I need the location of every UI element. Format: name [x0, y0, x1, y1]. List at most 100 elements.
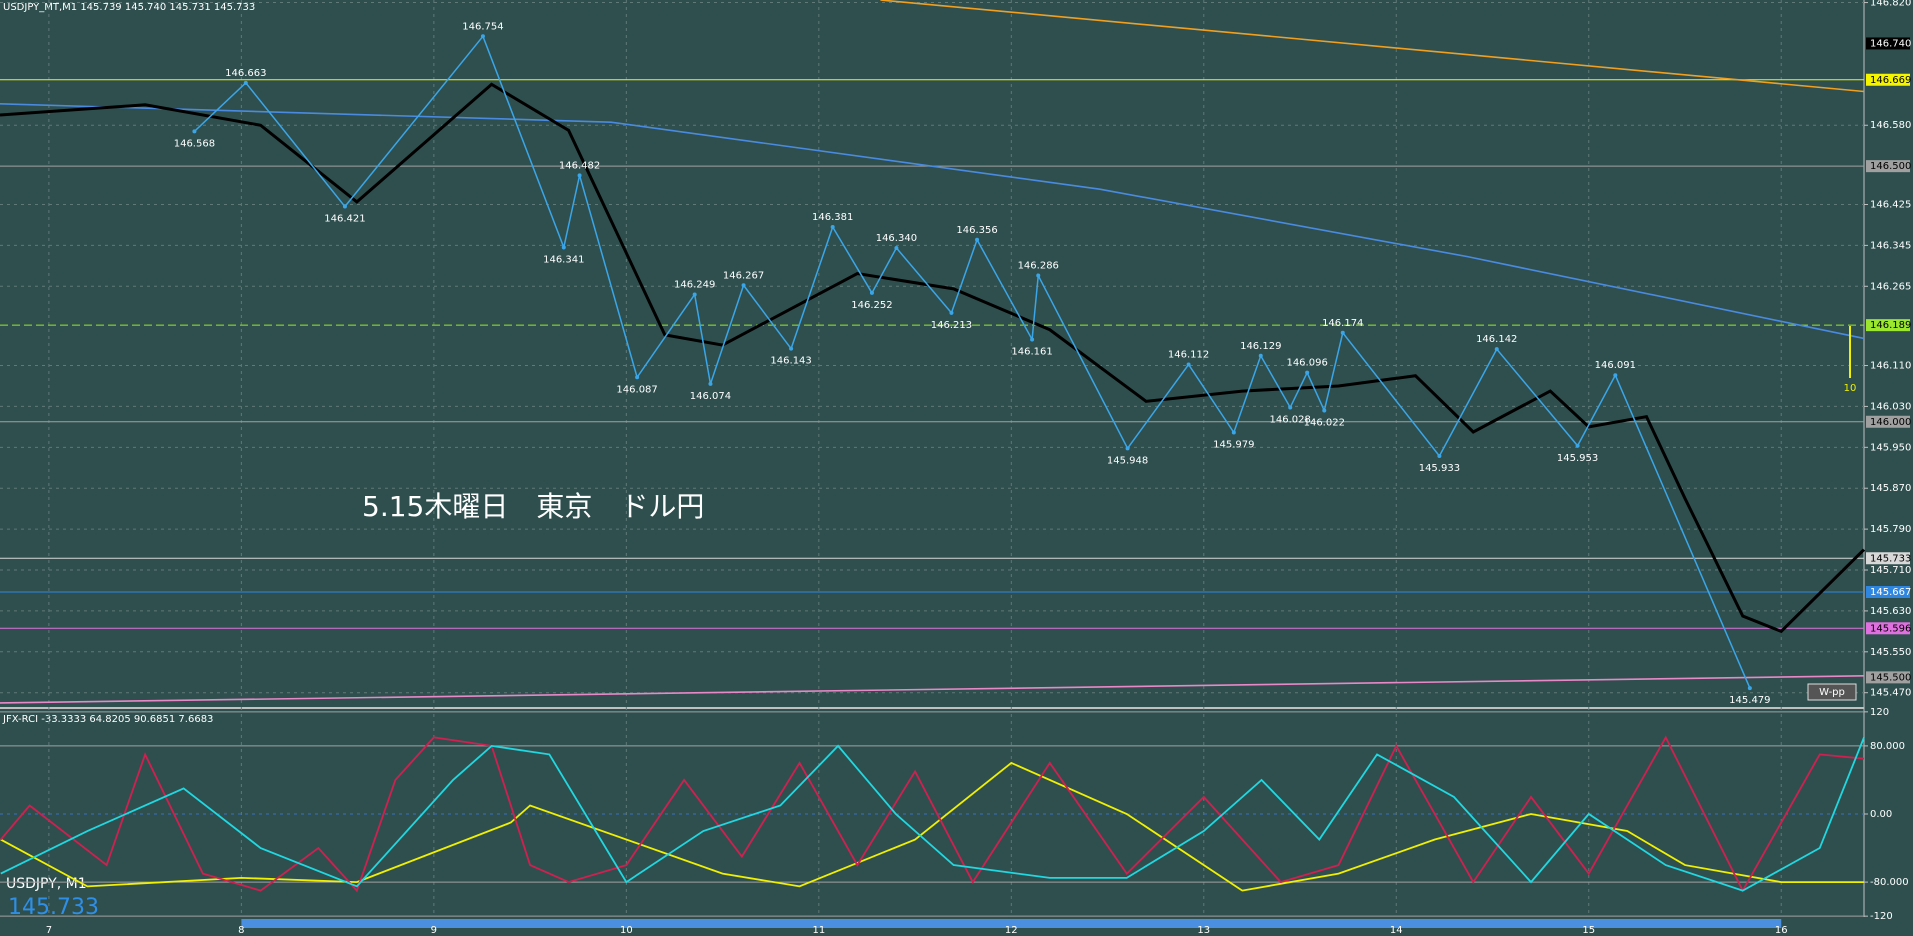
swing-point: [1494, 347, 1499, 352]
level-tag: [1866, 585, 1910, 598]
level-tag: [1866, 319, 1910, 332]
y-tick-label: 146.345: [1870, 240, 1911, 251]
swing-point: [789, 346, 794, 351]
swing-point: [1322, 408, 1327, 413]
swing-label: 146.341: [543, 254, 584, 265]
x-tick-label: 13: [1197, 925, 1210, 936]
swing-label: 145.933: [1419, 463, 1460, 474]
y-tick-label: 146.820: [1870, 0, 1911, 9]
x-tick-label: 9: [431, 925, 437, 936]
swing-label: 146.267: [723, 270, 764, 281]
swing-label: 146.286: [1018, 261, 1059, 272]
swing-label: 146.663: [225, 68, 266, 79]
swing-point: [1036, 273, 1041, 278]
level-label: 145.667: [1870, 587, 1911, 598]
footer-symbol: USDJPY, M1: [6, 876, 87, 892]
level-tag: [1866, 622, 1910, 635]
swing-point: [894, 245, 899, 250]
swing-label: 146.174: [1322, 318, 1363, 329]
swing-point: [561, 245, 566, 250]
x-tick-label: 16: [1775, 925, 1788, 936]
y-tick-label: 0.00: [1870, 809, 1892, 820]
y-tick-label: 146.580: [1870, 120, 1911, 131]
y-tick-label: 80.000: [1870, 741, 1905, 752]
swing-label: 146.143: [770, 356, 811, 367]
swing-label: 146.112: [1168, 350, 1209, 361]
x-tick-label: 14: [1390, 925, 1403, 936]
level-label: 146.669: [1870, 75, 1911, 86]
rci-line: [0, 737, 1865, 892]
y-tick-label: -80.000: [1870, 877, 1909, 888]
indicator-title: JFX-RCI -33.3333 64.8205 90.6851 7.6683: [2, 714, 213, 725]
swing-point: [1340, 330, 1345, 335]
level-label: 146.189: [1870, 320, 1911, 331]
indicator-line: [0, 675, 1865, 704]
level-tag: [1866, 671, 1910, 684]
y-tick-label: 145.950: [1870, 442, 1911, 453]
swing-label: 146.161: [1011, 346, 1052, 357]
level-label: 146.500: [1870, 161, 1911, 172]
swing-point: [830, 224, 835, 229]
swing-point: [1305, 370, 1310, 375]
swing-point: [1613, 373, 1618, 378]
y-tick-label: 145.630: [1870, 606, 1911, 617]
swing-label: 146.356: [956, 225, 997, 236]
y-tick-label: 146.030: [1870, 401, 1911, 412]
x-tick-label: 8: [238, 925, 244, 936]
swing-label: 146.028: [1270, 414, 1311, 425]
swing-label: 146.340: [876, 233, 917, 244]
swing-label: 146.022: [1304, 418, 1345, 429]
x-tick-label: 7: [46, 925, 52, 936]
swing-point: [1125, 446, 1130, 451]
indicator-line: [0, 82, 1866, 634]
level-tag: [1866, 552, 1910, 565]
level-label: 145.733: [1870, 553, 1911, 564]
swing-point: [1437, 454, 1442, 459]
swing-label: 146.754: [462, 21, 503, 32]
swing-point: [869, 290, 874, 295]
y-tick-label: 145.790: [1870, 524, 1911, 535]
x-tick-label: 10: [620, 925, 633, 936]
level-label: 145.500: [1870, 672, 1911, 683]
y-tick-label: 145.550: [1870, 647, 1911, 658]
y-tick-label: 120: [1870, 707, 1889, 718]
y-tick-label: 145.710: [1870, 565, 1911, 576]
y-tick-label: 146.110: [1870, 361, 1911, 372]
swing-label: 146.421: [324, 214, 365, 225]
swing-point: [708, 381, 713, 386]
x-tick-label: 11: [812, 925, 825, 936]
y-tick-label: 146.265: [1870, 281, 1911, 292]
date-band: [241, 919, 1782, 928]
chart-title: USDJPY_MT,M1 145.739 145.740 145.731 145…: [3, 2, 255, 13]
swing-point: [1747, 686, 1752, 691]
badge-box: [1807, 683, 1857, 701]
swing-point: [1288, 405, 1293, 410]
swing-point: [635, 375, 640, 380]
swing-label: 145.479: [1729, 695, 1770, 706]
swing-point: [243, 80, 248, 85]
indicator-line: [880, 0, 1865, 93]
marker-label: 10: [1844, 383, 1857, 394]
swing-label: 145.953: [1557, 453, 1598, 464]
level-label: 146.000: [1870, 417, 1911, 428]
swing-label: 146.142: [1476, 334, 1517, 345]
y-tick-label: 146.425: [1870, 199, 1911, 210]
y-tick-label: 145.470: [1870, 688, 1911, 699]
rci-line: [0, 735, 1865, 893]
level-tag: [1866, 37, 1910, 50]
swing-label: 146.087: [616, 384, 657, 395]
swing-point: [692, 292, 697, 297]
swing-label: 146.381: [812, 212, 853, 223]
rci-line: [0, 761, 1864, 892]
level-tag: [1866, 160, 1910, 173]
swing-label: 146.252: [851, 300, 892, 311]
swing-label: 146.213: [931, 320, 972, 331]
swing-label: 146.091: [1595, 360, 1636, 371]
swing-label: 146.249: [674, 279, 715, 290]
level-tag: [1866, 73, 1910, 86]
y-tick-label: -120: [1870, 911, 1893, 922]
level-label: 146.740: [1870, 38, 1911, 49]
